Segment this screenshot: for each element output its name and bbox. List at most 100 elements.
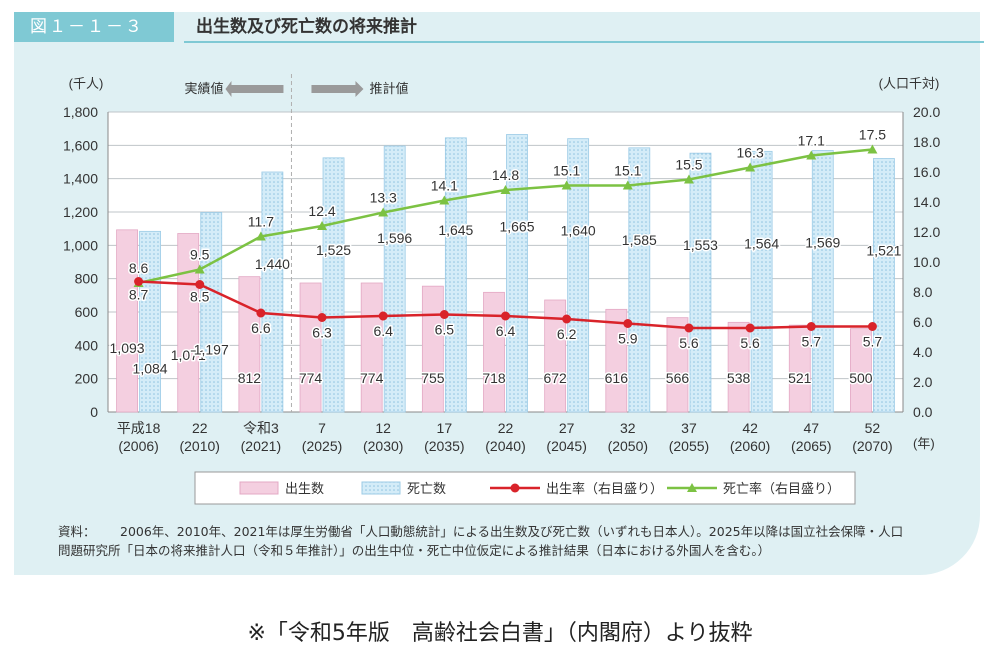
y-left-tick-label: 400 <box>75 337 99 353</box>
y-left-tick-label: 0 <box>90 404 98 420</box>
data-label-births: 500 <box>849 370 873 386</box>
legend-swatch-deaths <box>361 481 401 495</box>
plot-area <box>108 112 903 412</box>
y-right-tick-label: 4.0 <box>913 344 933 360</box>
bar-deaths <box>261 171 284 413</box>
data-label-births: 774 <box>360 370 384 386</box>
point-birth-rate <box>134 277 144 286</box>
y-left-tick-label: 1,800 <box>63 104 98 120</box>
bar-births <box>850 328 872 413</box>
data-label-births: 774 <box>299 370 323 386</box>
x-tick-year: (2060) <box>730 438 770 454</box>
y-right-unit: (人口千対) <box>879 76 940 91</box>
data-label-deaths: 1,521 <box>866 243 901 259</box>
data-label-death-rate: 15.1 <box>553 163 580 179</box>
data-label-birth-rate: 8.7 <box>129 287 149 303</box>
legend-label-births: 出生数 <box>285 481 324 496</box>
y-left-tick-label: 800 <box>75 271 99 287</box>
point-birth-rate <box>317 313 327 322</box>
x-tick-year: (2035) <box>424 438 464 454</box>
data-label-births: 616 <box>605 370 629 386</box>
bar-deaths <box>873 158 895 413</box>
data-label-birth-rate: 6.3 <box>312 325 332 341</box>
data-label-death-rate: 14.1 <box>431 178 458 194</box>
point-death-rate <box>255 231 266 241</box>
figure-title: 出生数及び死亡数の将来推計 <box>196 17 417 37</box>
point-death-rate <box>745 162 756 172</box>
x-tick-year: (2045) <box>546 438 586 454</box>
data-label-birth-rate: 8.5 <box>190 289 210 305</box>
x-tick-year: (2050) <box>608 438 648 454</box>
data-label-deaths: 1,640 <box>561 223 596 239</box>
legend-label-death-rate: 死亡率（右目盛り） <box>723 481 840 496</box>
data-label-births: 812 <box>238 370 262 386</box>
x-tick-era: 12 <box>375 420 391 436</box>
y-left-tick-label: 1,200 <box>63 204 98 220</box>
y-left-tick-label: 1,400 <box>63 171 98 187</box>
x-tick-era: 42 <box>742 420 758 436</box>
bar-deaths <box>750 150 773 413</box>
x-tick-era: 7 <box>318 420 326 436</box>
x-tick-era: 47 <box>803 420 819 436</box>
data-label-birth-rate: 5.7 <box>863 334 883 350</box>
bar-births <box>727 321 750 413</box>
data-label-deaths: 1,585 <box>622 232 657 248</box>
point-birth-rate <box>867 322 877 331</box>
bar-births <box>544 299 567 413</box>
x-unit: (年) <box>913 436 935 451</box>
bar-births <box>238 276 261 413</box>
point-death-rate <box>500 185 511 194</box>
data-label-births: 538 <box>727 370 751 386</box>
data-label-death-rate: 13.3 <box>370 190 397 206</box>
x-tick-year: (2040) <box>485 438 525 454</box>
x-tick-year: (2070) <box>852 438 892 454</box>
actual-label: 実績値 <box>184 81 223 96</box>
bar-deaths <box>811 150 834 413</box>
data-label-death-rate: 15.5 <box>675 157 702 173</box>
x-tick-era: 22 <box>498 420 514 436</box>
x-tick-era: 令和3 <box>243 420 279 436</box>
bar-deaths <box>506 134 528 413</box>
bar-deaths <box>628 147 651 413</box>
legend-marker-birth-rate <box>510 483 520 493</box>
header-underline <box>184 41 984 43</box>
data-label-death-rate: 15.1 <box>614 163 641 179</box>
figure-number-badge: 図１－１－３ <box>14 12 174 42</box>
point-death-rate <box>806 150 817 160</box>
data-label-death-rate: 16.3 <box>736 145 763 161</box>
point-death-rate <box>561 180 572 190</box>
point-death-rate <box>622 180 633 190</box>
x-tick-year: (2065) <box>791 438 831 454</box>
point-birth-rate <box>501 311 510 321</box>
y-right-tick-label: 8.0 <box>913 284 933 300</box>
data-label-births: 1,071 <box>171 347 206 363</box>
point-death-rate <box>683 174 694 184</box>
data-label-birth-rate: 5.6 <box>740 335 760 351</box>
point-birth-rate <box>806 322 816 331</box>
point-birth-rate <box>195 280 205 289</box>
data-label-deaths: 1,569 <box>805 235 840 251</box>
x-tick-year: (2010) <box>179 438 219 454</box>
point-birth-rate <box>745 323 755 333</box>
x-tick-year: (2055) <box>669 438 709 454</box>
point-death-rate <box>867 144 878 154</box>
data-label-birth-rate: 6.4 <box>373 323 393 339</box>
bar-births <box>116 229 138 413</box>
bar-births <box>788 324 811 413</box>
data-label-births: 672 <box>543 370 567 386</box>
source-body: 2006年、2010年、2021年は厚生労働省「人口動態統計」による出生数及び死… <box>120 522 960 541</box>
bar-births <box>360 282 383 413</box>
arrow-left-icon <box>225 81 284 97</box>
y-left-tick-label: 1,000 <box>63 237 98 253</box>
point-death-rate <box>378 207 389 217</box>
data-label-deaths: 1,645 <box>438 222 473 238</box>
bar-births <box>605 308 628 413</box>
x-tick-era: 37 <box>681 420 697 436</box>
data-label-birth-rate: 6.5 <box>435 322 455 338</box>
point-birth-rate <box>623 319 633 328</box>
data-label-deaths: 1,665 <box>499 219 534 235</box>
data-label-birth-rate: 5.9 <box>618 331 638 347</box>
y-right-tick-label: 0.0 <box>913 404 933 420</box>
bar-deaths <box>689 152 712 413</box>
point-death-rate <box>317 221 328 230</box>
